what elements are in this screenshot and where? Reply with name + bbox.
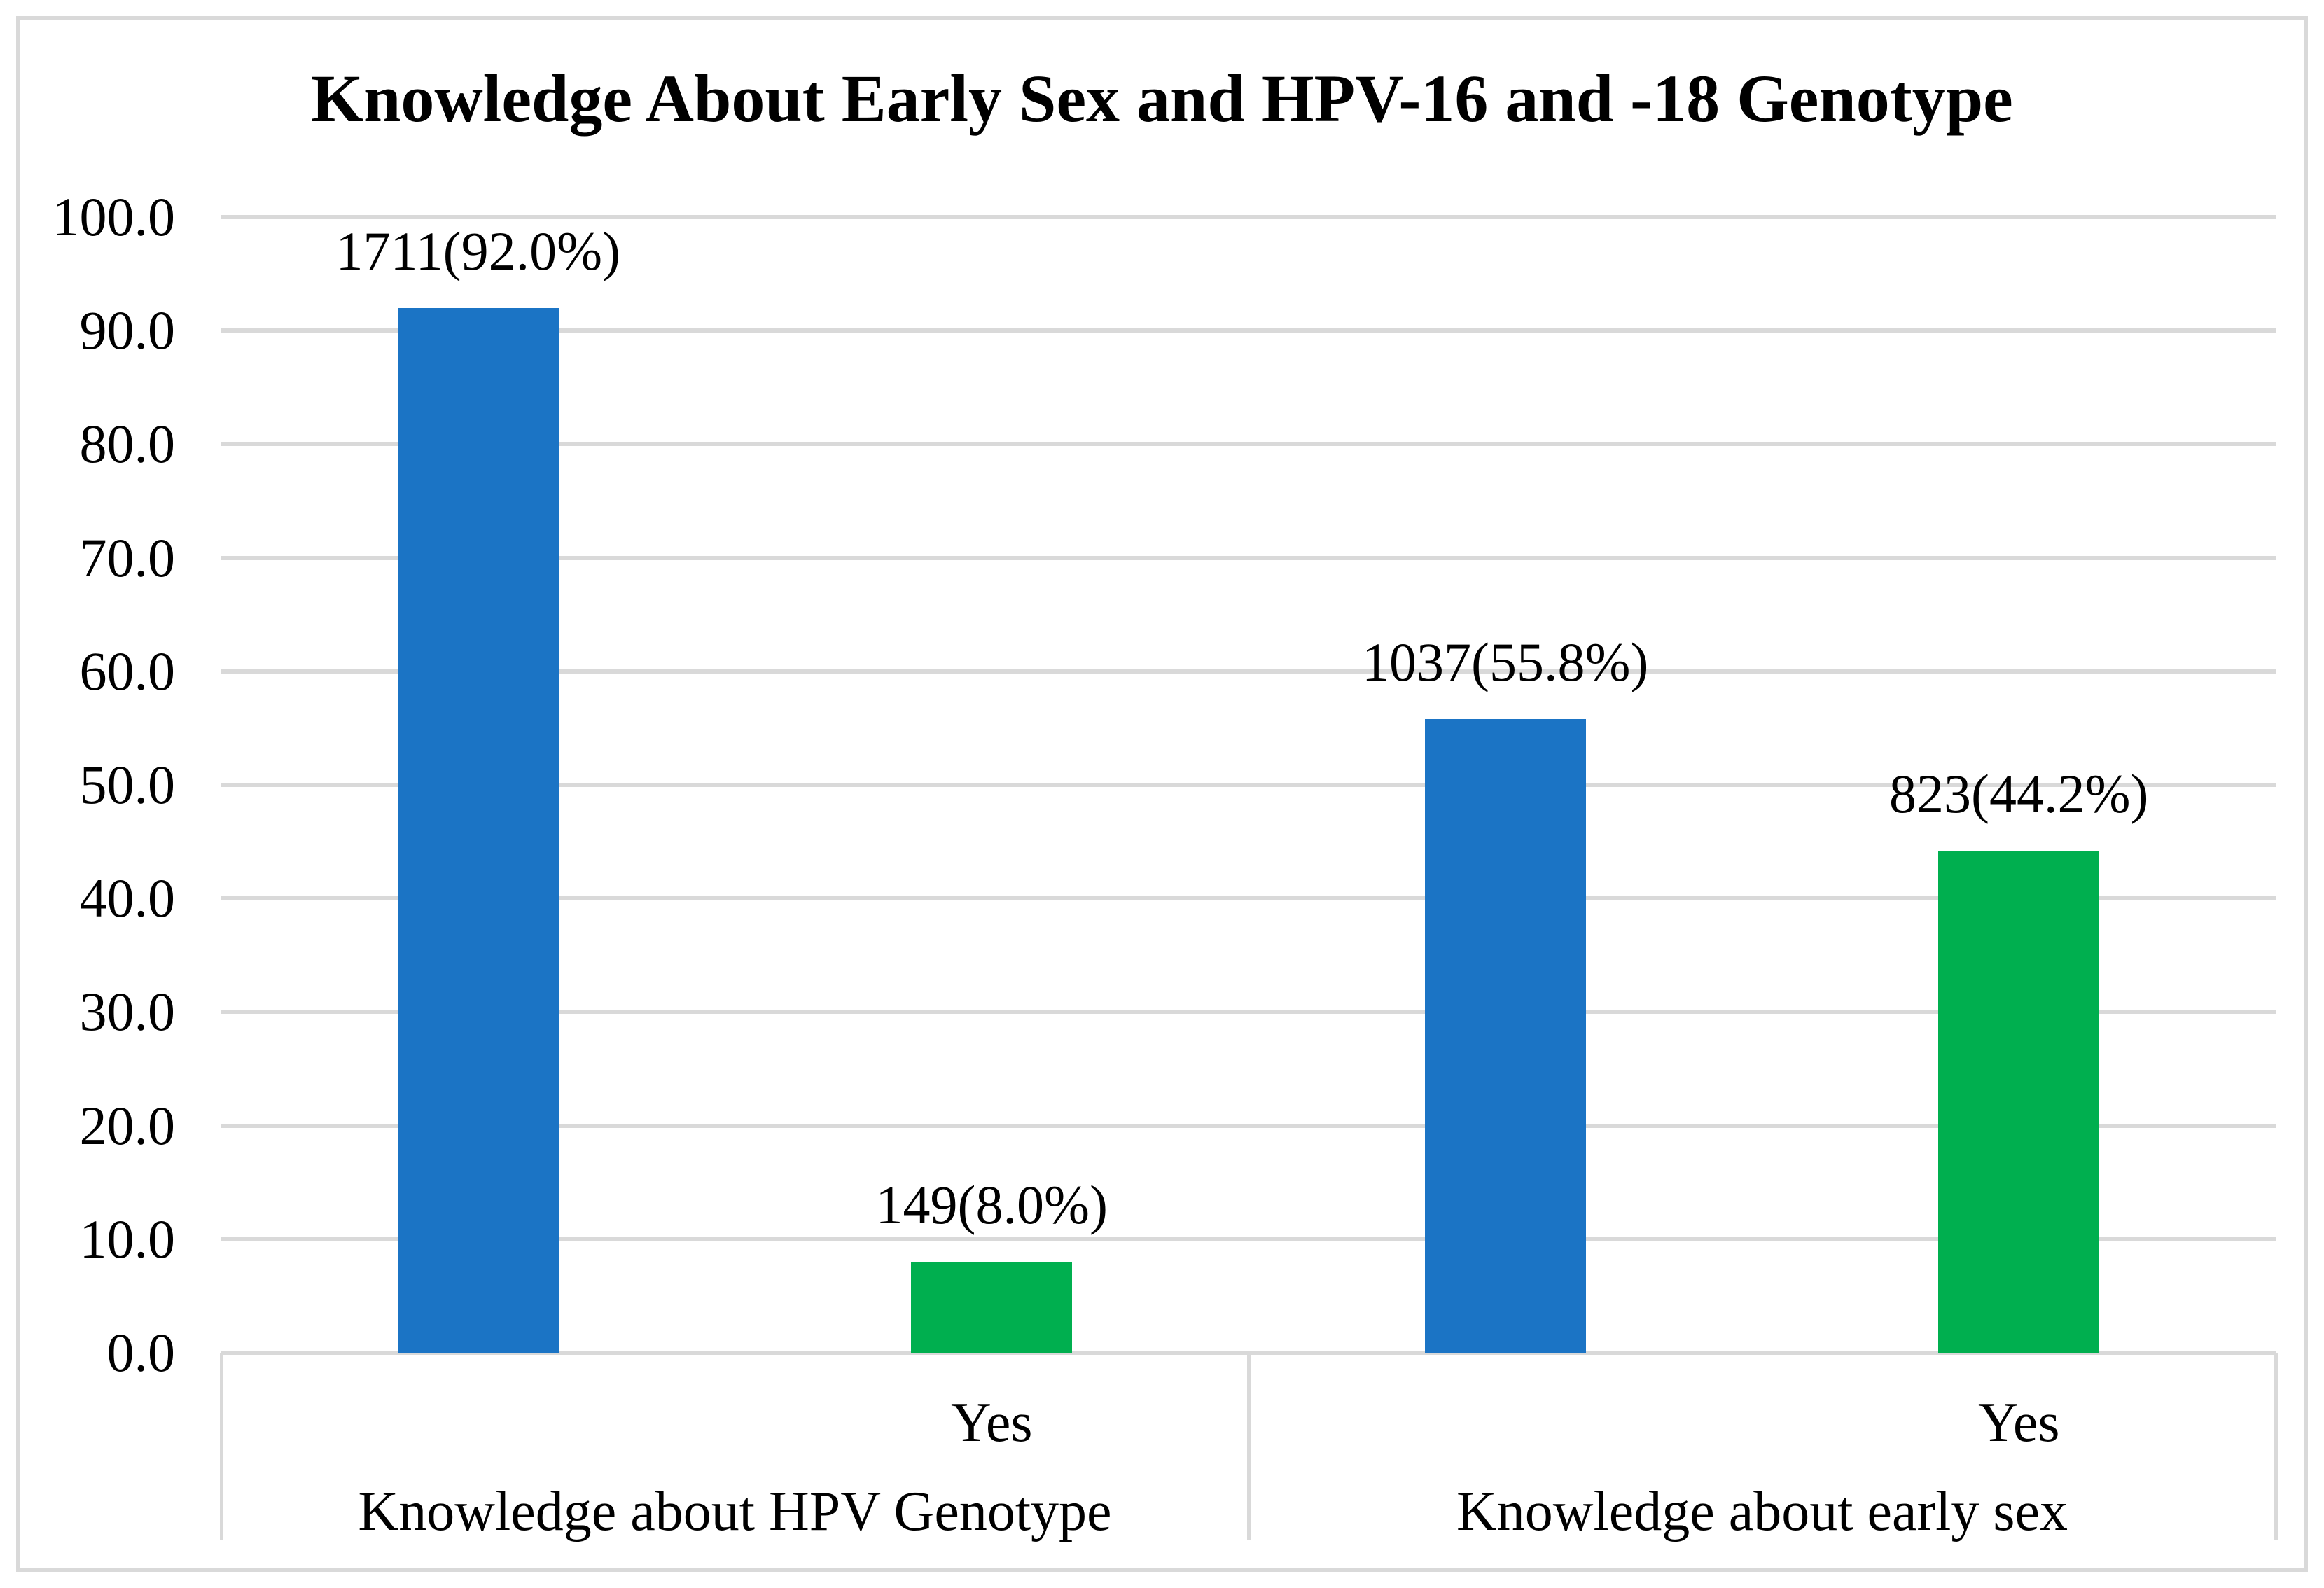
category-group-label: Knowledge about HPV Genotype [358, 1481, 1112, 1542]
plot-area: 1711(92.0%) 149(8.0%) 1037(55.8%) 823(44.2%… [221, 215, 2276, 1355]
gridline [221, 783, 2276, 787]
bar-value-label: 1711(92.0%) [335, 220, 621, 281]
y-axis-tick-label: 90.0 [79, 300, 176, 361]
category-group-label: Knowledge about early sex [1456, 1481, 2068, 1542]
bar-value-label: 1037(55.8%) [1362, 631, 1649, 692]
gridline [221, 555, 2276, 560]
gridline [221, 896, 2276, 901]
y-axis-tick-label: 30.0 [79, 981, 176, 1043]
category-sublabel: Yes [1978, 1392, 2060, 1454]
gridline [221, 669, 2276, 674]
gridline [221, 1237, 2276, 1241]
chart-title: Knowledge About Early Sex and HPV-16 and… [311, 61, 2013, 136]
y-axis-tick-label: 60.0 [79, 640, 176, 702]
y-axis-tick-label: 0.0 [106, 1322, 176, 1383]
y-axis-tick-label: 100.0 [52, 186, 176, 247]
bar-series1 [1424, 718, 1586, 1353]
y-axis-tick-label: 70.0 [79, 527, 176, 588]
y-axis-tick-label: 50.0 [79, 754, 176, 815]
category-axis-divider [2274, 1353, 2278, 1540]
bar-series1 [397, 307, 559, 1353]
y-axis-tick-label: 20.0 [79, 1094, 176, 1156]
y-axis-tick-label: 40.0 [79, 868, 176, 929]
bar-yes [1938, 851, 2100, 1353]
category-axis-divider [219, 1353, 223, 1540]
gridline [221, 1123, 2276, 1128]
bar-value-label: 149(8.0%) [875, 1174, 1108, 1236]
gridline [221, 1010, 2276, 1015]
gridline [221, 215, 2276, 219]
gridline [221, 442, 2276, 447]
gridline [221, 328, 2276, 333]
chart-border-frame [16, 16, 2308, 1572]
bar-yes [911, 1262, 1073, 1353]
category-axis-divider [1246, 1353, 1251, 1540]
bar-value-label: 823(44.2%) [1889, 763, 2149, 825]
y-axis-tick-label: 80.0 [79, 413, 176, 475]
category-sublabel: Yes [951, 1392, 1033, 1454]
y-axis-tick-label: 10.0 [79, 1208, 176, 1269]
